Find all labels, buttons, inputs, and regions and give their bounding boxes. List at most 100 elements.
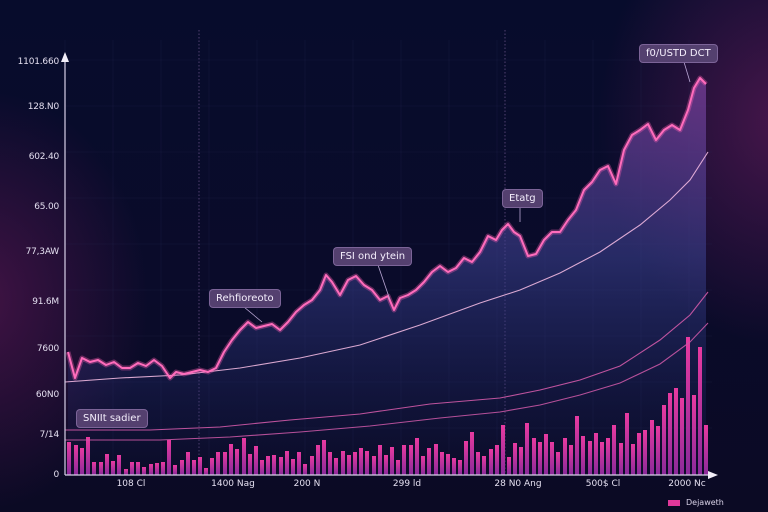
volume-bar <box>80 448 84 475</box>
volume-bar <box>266 456 270 475</box>
volume-bar <box>198 457 202 475</box>
volume-bar <box>180 460 184 475</box>
volume-bar <box>495 445 499 475</box>
volume-bar <box>334 458 338 475</box>
x-tick-label: 2000 Nc <box>668 479 706 489</box>
volume-bar <box>285 451 289 475</box>
volume-bar <box>279 457 283 475</box>
volume-bar <box>662 405 666 475</box>
volume-bar <box>482 456 486 475</box>
volume-bar <box>650 420 654 475</box>
annotation-callout: f0/USTD DCT <box>639 44 718 63</box>
x-tick-label: 28 N0 Ang <box>494 479 542 489</box>
legend-swatch <box>668 499 680 506</box>
y-tick-label: 91.6M <box>32 297 59 307</box>
volume-bar <box>254 446 258 475</box>
volume-bar <box>223 452 227 475</box>
volume-bar <box>390 447 394 475</box>
volume-bar <box>569 445 573 475</box>
volume-bar <box>446 454 450 475</box>
ma-mid-line <box>65 291 709 431</box>
volume-bar <box>619 443 623 475</box>
volume-bar <box>674 388 678 475</box>
volume-bar <box>698 347 702 475</box>
moving-average-lines <box>64 151 709 441</box>
volume-bar <box>668 393 672 475</box>
volume-bar <box>124 469 128 475</box>
annotation-callout: Etatg <box>502 189 543 208</box>
volume-bars <box>67 337 708 475</box>
volume-bar <box>86 437 90 475</box>
volume-bar <box>458 460 462 475</box>
volume-bar <box>470 432 474 475</box>
volume-bar <box>192 460 196 475</box>
volume-bar <box>440 452 444 475</box>
callout-pointers <box>243 61 691 323</box>
y-tick-label: 60N0 <box>35 390 59 400</box>
volume-bar <box>161 462 165 475</box>
legend-label: Dejaweth <box>686 498 724 507</box>
volume-bar <box>415 438 419 475</box>
annotation-callout: Rehfioreoto <box>209 289 281 308</box>
volume-bar <box>396 460 400 475</box>
volume-bar <box>353 452 357 475</box>
y-tick-label: 7600 <box>36 344 59 354</box>
volume-bar <box>310 456 314 475</box>
y-axis-arrow-icon <box>61 52 69 62</box>
volume-bar <box>513 443 517 475</box>
vertical-marker-lines <box>198 30 506 475</box>
volume-bar <box>563 438 567 475</box>
volume-bar <box>680 398 684 475</box>
x-tick-label: 200 N <box>293 479 321 489</box>
annotation-callout: SNIIt sadier <box>76 409 148 428</box>
volume-bar <box>575 416 579 475</box>
volume-bar <box>434 444 438 475</box>
volume-bar <box>316 445 320 475</box>
y-tick-label: 602.40 <box>28 152 59 162</box>
volume-bar <box>204 468 208 475</box>
volume-bar <box>606 438 610 475</box>
y-tick-label: 1101.660 <box>17 57 60 67</box>
volume-bar <box>117 455 121 475</box>
volume-bar <box>384 455 388 475</box>
volume-bar <box>210 458 214 475</box>
price-line <box>67 77 707 379</box>
volume-bar <box>594 433 598 475</box>
volume-bar <box>501 425 505 475</box>
volume-bar <box>105 454 109 475</box>
volume-bar <box>260 460 264 475</box>
volume-bar <box>74 445 78 475</box>
annotation-callout: FSI ond ytein <box>333 247 413 266</box>
volume-bar <box>656 426 660 475</box>
volume-bar <box>297 452 301 475</box>
volume-bar <box>99 462 103 475</box>
volume-bar <box>92 462 96 475</box>
volume-bar <box>130 462 134 475</box>
volume-bar <box>303 464 307 475</box>
volume-bar <box>142 467 146 475</box>
volume-bar <box>544 434 548 475</box>
y-tick-label: 65.00 <box>34 202 59 212</box>
legend: Dejaweth <box>668 498 724 507</box>
volume-bar <box>272 455 276 475</box>
volume-bar <box>111 461 115 475</box>
ma-short-line <box>65 322 709 441</box>
volume-bar <box>155 463 159 475</box>
volume-bar <box>248 454 252 475</box>
x-tick-label: 108 Cl <box>116 479 146 489</box>
volume-bar <box>186 452 190 475</box>
volume-bar <box>229 444 233 475</box>
volume-bar <box>378 445 382 475</box>
volume-bar <box>359 448 363 475</box>
ma-long-line <box>64 151 709 383</box>
volume-bar <box>341 451 345 475</box>
volume-bar <box>427 448 431 475</box>
volume-bar <box>421 456 425 475</box>
volume-bar <box>525 423 529 475</box>
volume-bar <box>489 449 493 475</box>
volume-bar <box>216 452 220 475</box>
volume-bar <box>550 442 554 475</box>
volume-bar <box>476 452 480 475</box>
volume-bar <box>67 442 71 475</box>
